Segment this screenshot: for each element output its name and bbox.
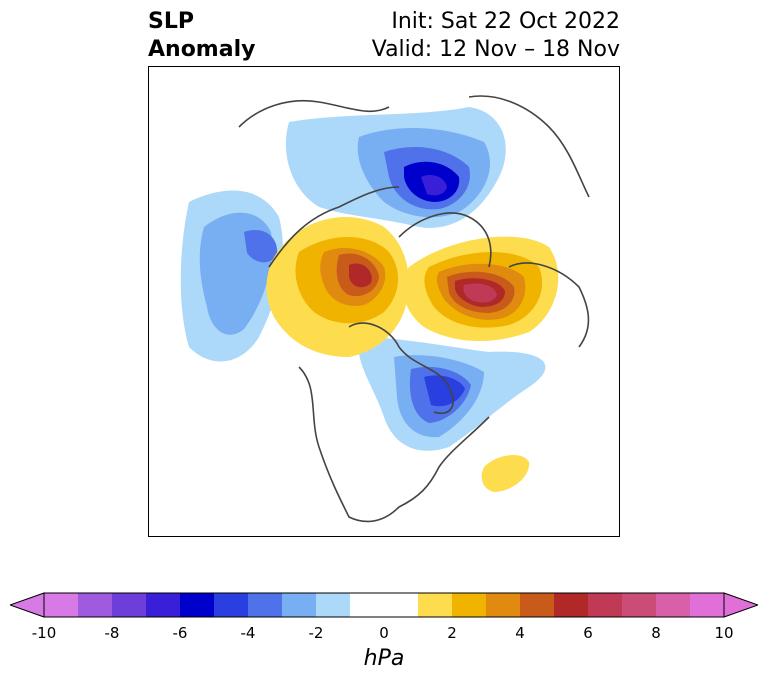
colorbar-cell [418,593,453,617]
colorbar-cell [316,593,351,617]
colorbar-tick-label: 6 [583,624,593,642]
colorbar-cell [384,593,419,617]
colorbar-tick-label: 4 [515,624,525,642]
colorbar-cell [690,593,725,617]
colorbar-cell [622,593,657,617]
colorbar-tick-label: -8 [104,624,120,642]
colorbar [10,592,758,618]
colorbar-cell [282,593,317,617]
colorbar-tick-label: -4 [240,624,256,642]
colorbar-tick-label: 10 [714,624,734,642]
colorbar-cell [588,593,623,617]
colorbar-cell [180,593,215,617]
colorbar-max-arrow [723,592,758,618]
colorbar-cell [146,593,181,617]
map-title: SLP Anomaly [148,8,255,64]
barents-high [403,236,559,342]
colorbar-cell [486,593,521,617]
colorbar-tick-label: -6 [172,624,188,642]
init-date: Init: Sat 22 Oct 2022 [391,9,620,34]
valid-range: Valid: 12 Nov – 18 Nov [371,37,620,62]
map-subtitle: Init: Sat 22 Oct 2022 Valid: 12 Nov – 18… [372,8,620,64]
colorbar-tick-label: 2 [447,624,457,642]
colorbar-cell [520,593,555,617]
colorbar-tick-label: -10 [31,624,57,642]
colorbar-cell [452,593,487,617]
title-line1: SLP [148,9,194,34]
atlantic-high [481,455,530,492]
anomaly-field [180,95,590,523]
colorbar-cell [44,593,79,617]
colorbar-cell [350,593,385,617]
alaska-high [266,217,409,357]
polar-map [148,66,620,537]
colorbar-unit: hPa [363,646,405,671]
coastlines [238,95,590,523]
pacific-low [180,190,283,362]
colorbar-tick-label: 8 [651,624,661,642]
colorbar-cell [554,593,589,617]
colorbar-cell [78,593,113,617]
colorbar-cell [656,593,691,617]
colorbar-tick-label: 0 [379,624,389,642]
colorbar-min-arrow [10,592,45,618]
colorbar-cell [214,593,249,617]
colorbar-cell [112,593,147,617]
title-line2: Anomaly [148,37,256,62]
colorbar-tick-label: -2 [308,624,324,642]
arctic-low [285,107,506,228]
colorbar-cell [248,593,283,617]
